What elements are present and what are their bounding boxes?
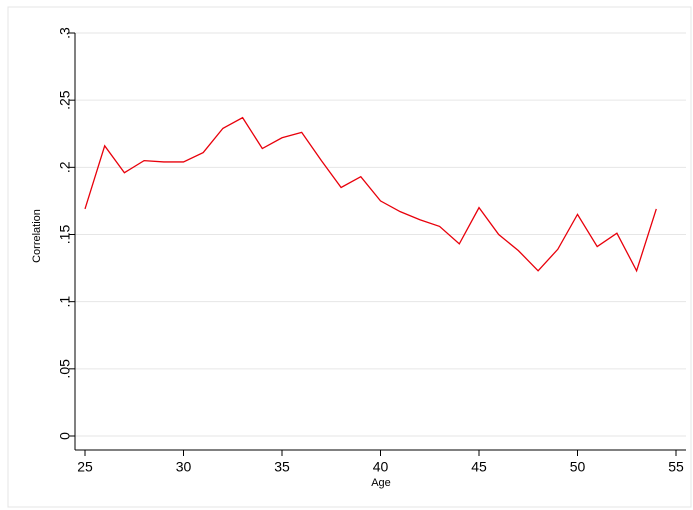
y-tick-label: 0 xyxy=(57,432,73,440)
x-tick-label: 55 xyxy=(668,459,684,475)
x-tick-label: 45 xyxy=(471,459,487,475)
x-tick-label: 40 xyxy=(373,459,389,475)
y-tick-label: .05 xyxy=(57,359,73,379)
y-tick-label: .2 xyxy=(57,161,73,173)
x-tick-label: 25 xyxy=(77,459,93,475)
y-tick-label: .25 xyxy=(57,90,73,110)
x-axis-label: Age xyxy=(371,477,391,489)
x-tick-label: 50 xyxy=(570,459,586,475)
y-tick-label: .15 xyxy=(57,225,73,245)
x-tick-label: 35 xyxy=(274,459,290,475)
chart-frame xyxy=(7,6,692,508)
y-tick-label: .3 xyxy=(57,27,73,39)
data-line xyxy=(84,116,657,273)
y-axis-label: Correlation xyxy=(31,209,43,263)
x-tick-label: 30 xyxy=(176,459,192,475)
y-tick-label: .1 xyxy=(57,296,73,308)
